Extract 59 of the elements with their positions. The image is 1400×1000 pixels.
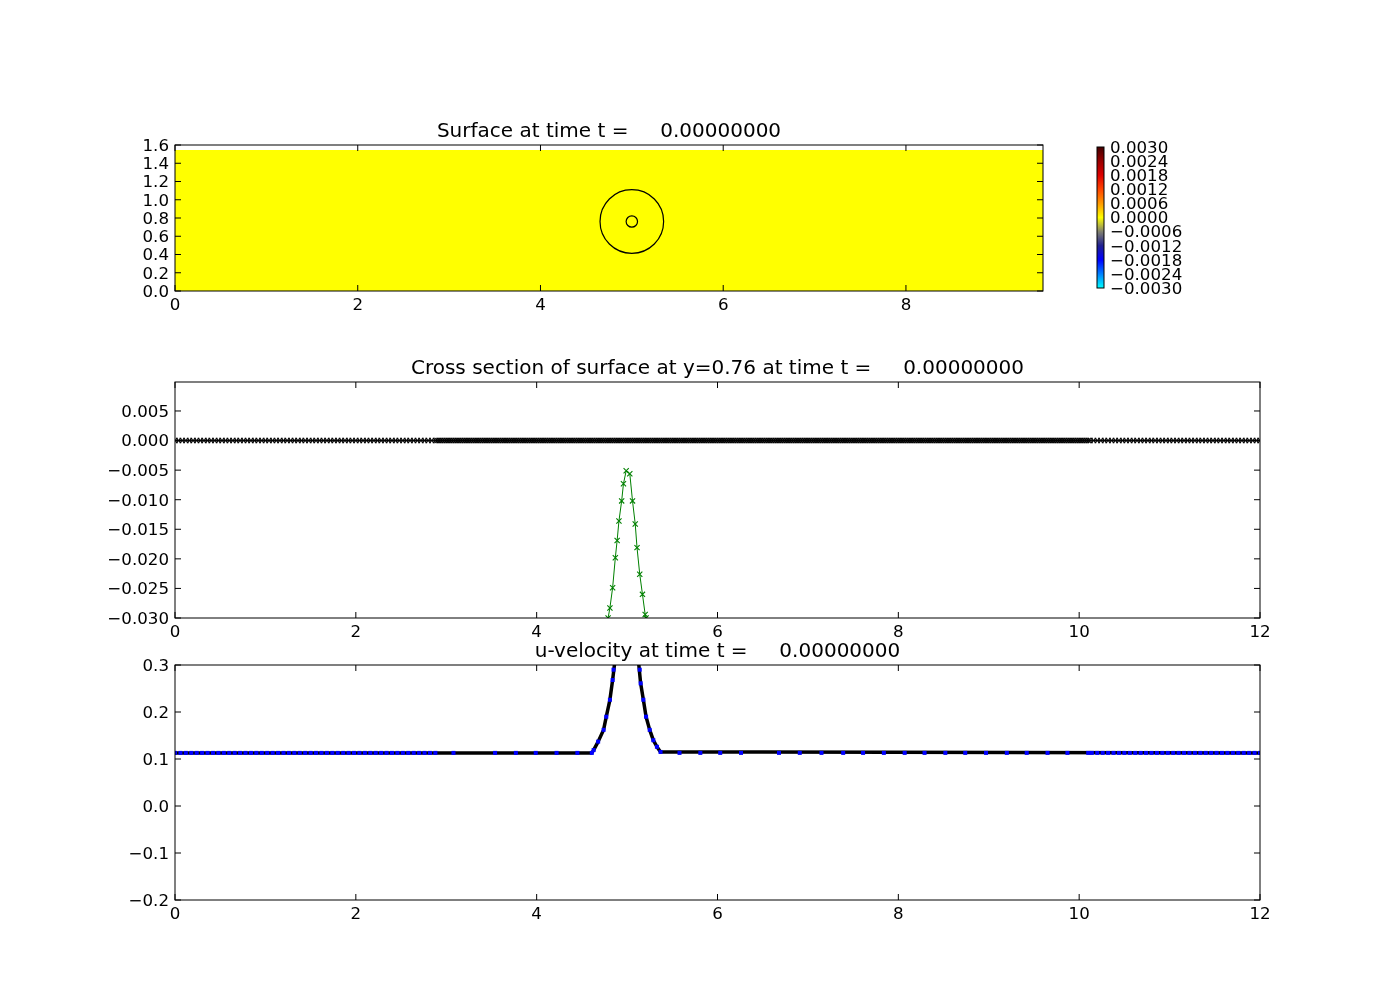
- x-tick-label: 12: [1249, 621, 1271, 641]
- point: [606, 604, 614, 612]
- y-tick-label: 0.005: [121, 401, 169, 421]
- x-tick-label: 6: [717, 294, 729, 314]
- point: [639, 591, 646, 598]
- y-tick-label: 1.4: [142, 154, 169, 174]
- y-tick-label: 0.3: [142, 655, 169, 675]
- x-tick-label: 4: [531, 621, 542, 641]
- x-tick-label: 0: [169, 903, 181, 923]
- y-tick-label: 0.2: [142, 263, 169, 283]
- y-tick-label: −0.015: [107, 520, 169, 540]
- y-tick-label: 0.2: [142, 702, 169, 722]
- x-tick-label: 2: [350, 621, 362, 641]
- y-tick-label: 0.0: [142, 796, 169, 816]
- point: [636, 571, 643, 578]
- y-tick-label: 1.0: [142, 190, 169, 210]
- point: [615, 517, 623, 525]
- y-tick-label: 0.0: [142, 281, 169, 301]
- y-tick-label: 1.2: [142, 172, 169, 192]
- y-tick-label: 0.1: [142, 749, 169, 769]
- point: [613, 537, 621, 544]
- y-tick-label: 0.8: [142, 208, 169, 228]
- x-tick-label: 4: [531, 903, 542, 923]
- chart-title: u-velocity at time t = 0.00000000: [534, 638, 901, 662]
- y-tick-label: −0.2: [128, 890, 169, 910]
- point: [609, 584, 616, 591]
- y-tick-label: 1.6: [142, 135, 169, 155]
- chart-title: Cross section of surface at y=0.76 at time t = 0.00000000: [410, 355, 1025, 379]
- y-tick-label: −0.010: [107, 490, 169, 510]
- y-tick-label: −0.020: [107, 549, 169, 569]
- x-tick-label: 6: [712, 621, 723, 641]
- point: [618, 497, 625, 505]
- point: [612, 554, 619, 561]
- point: [623, 467, 630, 474]
- x-tick-label: 8: [893, 621, 904, 641]
- x-tick-label: 6: [712, 903, 723, 923]
- y-tick-label: −0.025: [107, 579, 169, 599]
- y-tick-label: −0.005: [107, 460, 169, 480]
- x-tick-label: 2: [352, 294, 364, 314]
- x-tick-label: 4: [535, 294, 546, 314]
- x-tick-label: 10: [1068, 903, 1090, 923]
- y-tick-label: 0.4: [142, 245, 169, 265]
- point: [632, 520, 639, 528]
- x-tick-label: 8: [893, 903, 904, 923]
- y-tick-label: −0.1: [128, 843, 169, 863]
- point: [626, 470, 633, 477]
- x-tick-label: 2: [350, 903, 362, 923]
- point: [633, 544, 641, 551]
- y-tick-label: −0.030: [107, 608, 169, 628]
- chart-title: Surface at time t = 0.00000000: [436, 118, 782, 142]
- x-tick-label: 12: [1249, 903, 1271, 923]
- x-tick-label: 0: [169, 621, 181, 641]
- point: [629, 497, 636, 505]
- y-tick-label: 0.000: [121, 431, 169, 451]
- point: [620, 480, 627, 487]
- x-tick-label: 8: [900, 294, 912, 314]
- x-tick-label: 10: [1068, 621, 1090, 641]
- x-tick-label: 0: [169, 294, 181, 314]
- y-tick-label: 0.6: [142, 227, 169, 247]
